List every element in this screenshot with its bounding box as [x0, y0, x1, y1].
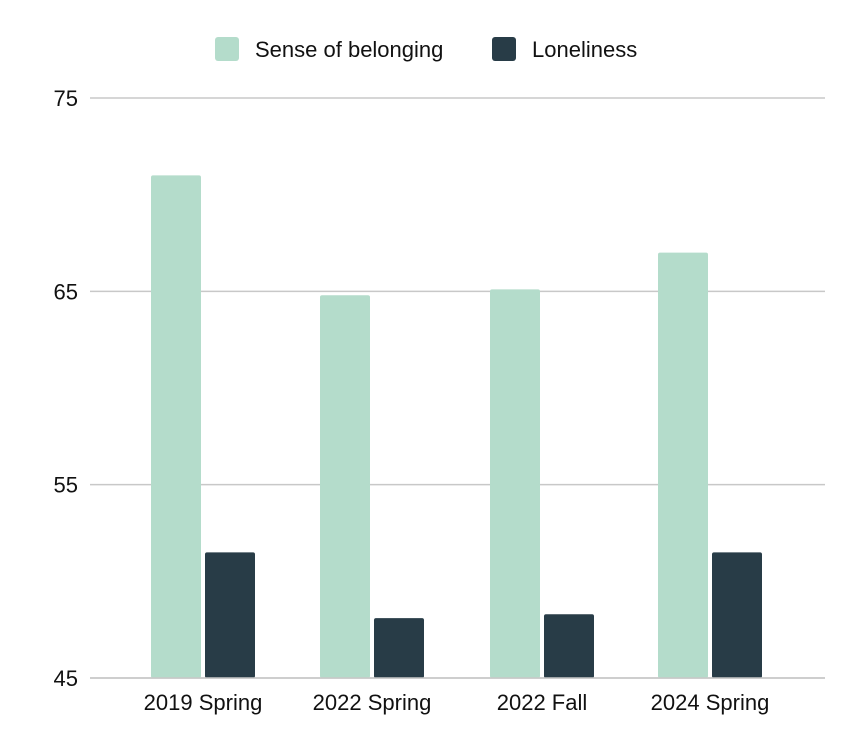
x-tick-label: 2019 Spring	[144, 690, 263, 715]
legend: Sense of belonging Loneliness	[215, 37, 637, 62]
x-tick-label: 2022 Fall	[497, 690, 588, 715]
bar-sense-of-belonging	[490, 289, 540, 678]
bar-loneliness	[544, 614, 594, 678]
bars	[151, 175, 762, 679]
bar-sense-of-belonging	[151, 175, 201, 679]
legend-swatch	[215, 37, 239, 61]
x-tick-label: 2024 Spring	[651, 690, 770, 715]
legend-label: Sense of belonging	[255, 37, 443, 62]
y-tick-label: 45	[54, 666, 78, 691]
bar-loneliness	[712, 552, 762, 678]
y-tick-label: 55	[54, 473, 78, 498]
bar-loneliness	[205, 552, 255, 678]
bar-loneliness	[374, 618, 424, 678]
x-tick-label: 2022 Spring	[313, 690, 432, 715]
y-tick-label: 65	[54, 279, 78, 304]
y-axis-ticks: 45 55 65 75	[54, 86, 78, 691]
bar-sense-of-belonging	[320, 295, 370, 678]
y-tick-label: 75	[54, 86, 78, 111]
legend-label: Loneliness	[532, 37, 637, 62]
legend-swatch	[492, 37, 516, 61]
x-axis: 2019 Spring 2022 Spring 2022 Fall 2024 Spri…	[90, 677, 825, 715]
bar-sense-of-belonging	[658, 252, 708, 678]
